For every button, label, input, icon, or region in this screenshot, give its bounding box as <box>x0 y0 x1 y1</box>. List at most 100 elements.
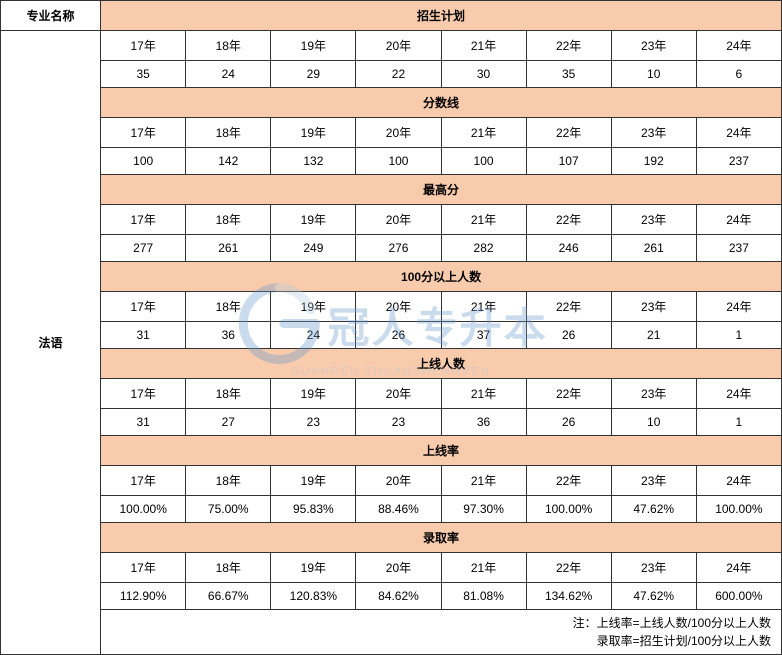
year-cell: 20年 <box>356 379 441 409</box>
data-cell: 26 <box>356 322 441 349</box>
data-cell: 27 <box>186 409 271 436</box>
data-cell: 84.62% <box>356 583 441 610</box>
year-cell: 21年 <box>441 205 526 235</box>
data-cell: 75.00% <box>186 496 271 523</box>
year-cell: 18年 <box>186 118 271 148</box>
year-cell: 21年 <box>441 553 526 583</box>
data-cell: 21 <box>611 322 696 349</box>
year-cell: 20年 <box>356 118 441 148</box>
data-cell: 10 <box>611 409 696 436</box>
year-cell: 20年 <box>356 466 441 496</box>
data-cell: 97.30% <box>441 496 526 523</box>
data-cell: 100 <box>356 148 441 175</box>
data-cell: 107 <box>526 148 611 175</box>
year-cell: 23年 <box>611 553 696 583</box>
year-cell: 23年 <box>611 292 696 322</box>
data-cell: 6 <box>696 61 781 88</box>
year-cell: 21年 <box>441 379 526 409</box>
data-cell: 30 <box>441 61 526 88</box>
year-cell: 17年 <box>101 118 186 148</box>
data-cell: 100.00% <box>526 496 611 523</box>
data-cell: 24 <box>271 322 356 349</box>
data-cell: 26 <box>526 409 611 436</box>
data-cell: 81.08% <box>441 583 526 610</box>
data-cell: 24 <box>186 61 271 88</box>
section-header: 100分以上人数 <box>101 262 782 292</box>
admissions-table: 专业名称 招生计划 法语 17年 18年 19年 20年 21年 22年 23年… <box>0 0 782 655</box>
year-cell: 17年 <box>101 466 186 496</box>
data-cell: 23 <box>271 409 356 436</box>
year-cell: 18年 <box>186 292 271 322</box>
year-cell: 23年 <box>611 466 696 496</box>
footer-prefix: 注： <box>573 616 597 630</box>
year-cell: 19年 <box>271 31 356 61</box>
year-cell: 18年 <box>186 466 271 496</box>
data-cell: 100 <box>441 148 526 175</box>
year-cell: 17年 <box>101 205 186 235</box>
header-major-label: 专业名称 <box>1 1 101 31</box>
year-cell: 18年 <box>186 31 271 61</box>
data-cell: 261 <box>611 235 696 262</box>
year-cell: 23年 <box>611 205 696 235</box>
year-cell: 21年 <box>441 118 526 148</box>
year-cell: 19年 <box>271 379 356 409</box>
year-cell: 24年 <box>696 553 781 583</box>
year-cell: 18年 <box>186 205 271 235</box>
year-cell: 22年 <box>526 31 611 61</box>
section-header: 最高分 <box>101 175 782 205</box>
data-cell: 120.83% <box>271 583 356 610</box>
data-cell: 36 <box>441 409 526 436</box>
data-cell: 100 <box>101 148 186 175</box>
year-cell: 21年 <box>441 292 526 322</box>
data-cell: 246 <box>526 235 611 262</box>
year-cell: 19年 <box>271 205 356 235</box>
data-cell: 10 <box>611 61 696 88</box>
data-cell: 22 <box>356 61 441 88</box>
data-cell: 31 <box>101 409 186 436</box>
year-cell: 20年 <box>356 31 441 61</box>
year-cell: 19年 <box>271 553 356 583</box>
year-cell: 18年 <box>186 553 271 583</box>
year-cell: 20年 <box>356 205 441 235</box>
year-cell: 17年 <box>101 379 186 409</box>
data-cell: 1 <box>696 409 781 436</box>
year-cell: 22年 <box>526 379 611 409</box>
year-cell: 23年 <box>611 118 696 148</box>
year-cell: 22年 <box>526 292 611 322</box>
data-cell: 261 <box>186 235 271 262</box>
data-cell: 277 <box>101 235 186 262</box>
data-cell: 134.62% <box>526 583 611 610</box>
data-cell: 237 <box>696 235 781 262</box>
section-header: 录取率 <box>101 523 782 553</box>
data-cell: 112.90% <box>101 583 186 610</box>
year-cell: 24年 <box>696 118 781 148</box>
year-cell: 24年 <box>696 379 781 409</box>
year-cell: 19年 <box>271 292 356 322</box>
year-cell: 18年 <box>186 379 271 409</box>
data-cell: 142 <box>186 148 271 175</box>
data-cell: 192 <box>611 148 696 175</box>
data-cell: 600.00% <box>696 583 781 610</box>
year-cell: 20年 <box>356 292 441 322</box>
data-cell: 66.67% <box>186 583 271 610</box>
year-cell: 22年 <box>526 205 611 235</box>
data-cell: 35 <box>101 61 186 88</box>
year-cell: 24年 <box>696 466 781 496</box>
year-cell: 17年 <box>101 292 186 322</box>
footer-line2: 录取率=招生计划/100分以上人数 <box>597 634 771 648</box>
year-cell: 22年 <box>526 118 611 148</box>
data-cell: 29 <box>271 61 356 88</box>
data-cell: 47.62% <box>611 583 696 610</box>
data-cell: 237 <box>696 148 781 175</box>
section-header: 招生计划 <box>101 1 782 31</box>
section-header: 分数线 <box>101 88 782 118</box>
year-cell: 17年 <box>101 31 186 61</box>
year-cell: 23年 <box>611 379 696 409</box>
data-cell: 95.83% <box>271 496 356 523</box>
section-header: 上线率 <box>101 436 782 466</box>
data-cell: 1 <box>696 322 781 349</box>
data-cell: 88.46% <box>356 496 441 523</box>
year-cell: 22年 <box>526 466 611 496</box>
data-cell: 276 <box>356 235 441 262</box>
year-cell: 21年 <box>441 466 526 496</box>
